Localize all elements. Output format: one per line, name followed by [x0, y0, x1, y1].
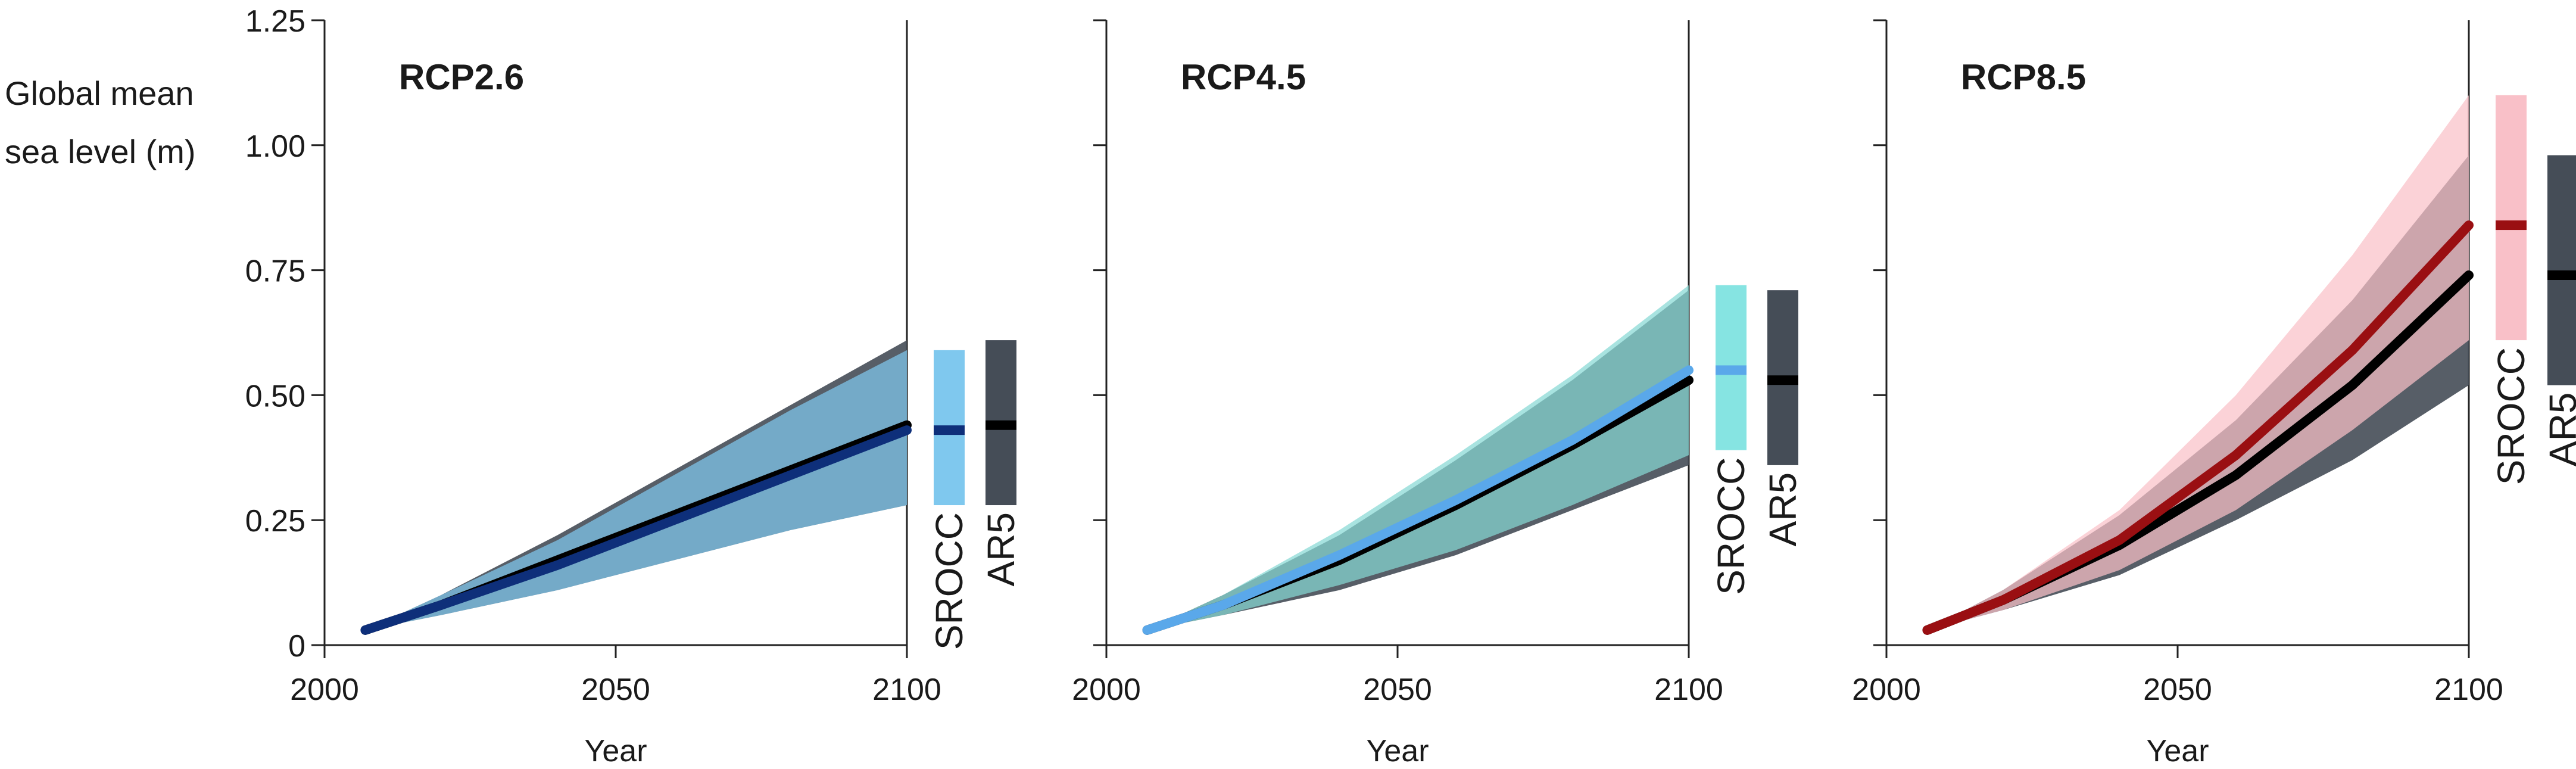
panel-title: RCP2.6: [399, 57, 524, 97]
srocc-median-line: [1922, 220, 2474, 635]
srocc-likely-range-band: [1147, 285, 1689, 630]
srocc-bar-label: SROCC: [1710, 457, 1752, 595]
x-tick-label: 2100: [1654, 673, 1723, 707]
srocc-bar-label: SROCC: [928, 512, 971, 650]
x-tick-label: 2100: [2434, 673, 2503, 707]
srocc-median-line: [360, 425, 912, 635]
srocc-range-bar: [2496, 95, 2527, 341]
y-axis-label-line-2: sea level (m): [5, 133, 196, 170]
ar5-median-marker: [2547, 270, 2576, 280]
ar5-range-bar: [2547, 155, 2576, 385]
panel-rcp26: 0 0.25 0.50 0.75 1.00 1.25 2000 2050 2100 Year RCP…: [245, 4, 1022, 768]
srocc-likely-range-band: [365, 350, 907, 630]
x-axis-label: Year: [1366, 734, 1429, 768]
y-axis-label-line-1: Global mean: [5, 74, 194, 112]
x-axis-label: Year: [2146, 734, 2209, 768]
x-tick-label: 2050: [581, 673, 650, 707]
panel-title: RCP4.5: [1181, 57, 1306, 97]
x-axis-label: Year: [584, 734, 647, 768]
srocc-median-marker: [934, 425, 965, 435]
x-tick-label: 2050: [1363, 673, 1432, 707]
y-tick-label: 0.50: [245, 379, 305, 413]
ar5-median-marker: [1767, 375, 1798, 385]
y-tick-label: 0.75: [245, 254, 305, 289]
srocc-median-marker: [1716, 365, 1747, 375]
ar5-bar-label: AR5: [2541, 393, 2576, 467]
y-axis-label: Global mean sea level (m): [5, 64, 219, 181]
y-tick-label: 0: [288, 629, 305, 664]
srocc-likely-range-band: [1927, 95, 2469, 630]
ar5-median-marker: [986, 420, 1016, 430]
srocc-median-line: [1142, 365, 1694, 635]
ar5-bar-label: AR5: [1761, 472, 1804, 547]
panel-title: RCP8.5: [1961, 57, 2086, 97]
srocc-bar-label: SROCC: [2490, 347, 2533, 485]
x-tick-label: 2050: [2143, 673, 2212, 707]
x-tick-label: 2100: [872, 673, 941, 707]
srocc-median-marker: [2496, 220, 2527, 231]
y-tick-label: 1.00: [245, 129, 305, 164]
ar5-bar-label: AR5: [980, 512, 1022, 587]
y-tick-label: 1.25: [245, 4, 305, 39]
x-tick-label: 2000: [1852, 673, 1921, 707]
panel-rcp85: 2000 2050 2100 Year RCP8.5 SROCC AR5: [1852, 19, 2576, 768]
panel-rcp45: 2000 2050 2100 Year RCP4.5 SROCC AR5: [1072, 19, 1804, 768]
chart-panels: 0 0.25 0.50 0.75 1.00 1.25 2000 2050 2100 Year RCP…: [245, 4, 2576, 768]
x-tick-label: 2000: [1072, 673, 1141, 707]
y-tick-label: 0.25: [245, 504, 305, 538]
x-tick-label: 2000: [290, 673, 359, 707]
